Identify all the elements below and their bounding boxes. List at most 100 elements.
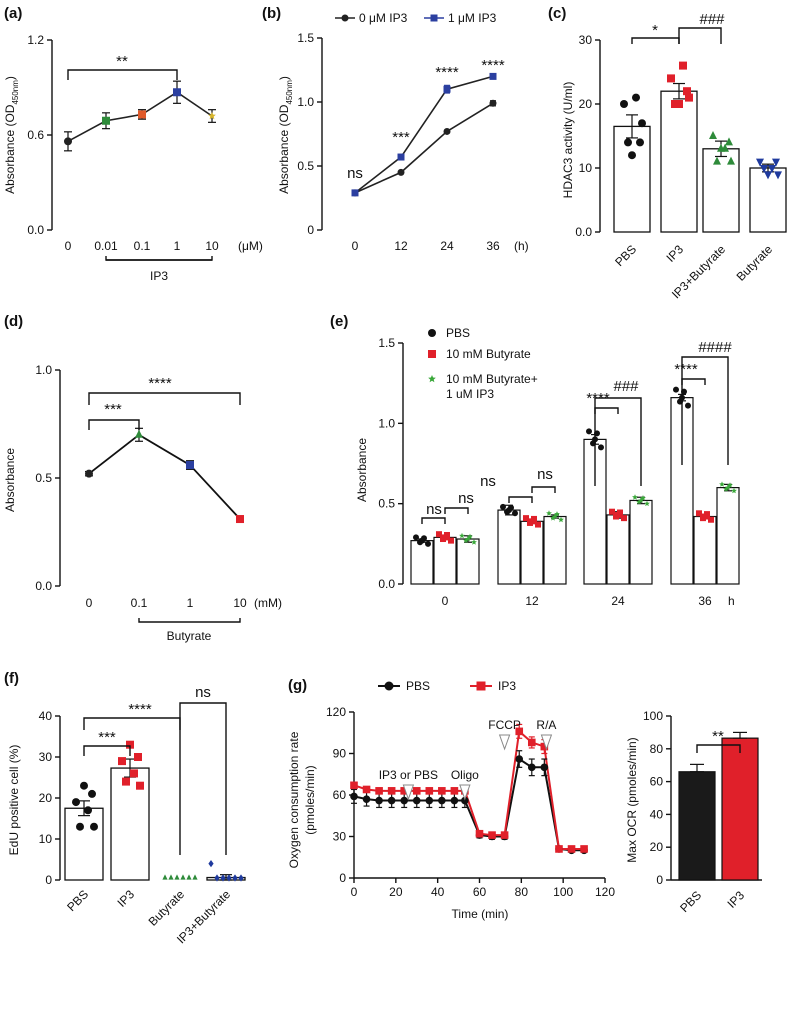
f-point xyxy=(136,781,144,790)
b-point xyxy=(351,189,359,197)
a-ylabel: Absorbance (OD450nm) xyxy=(3,76,20,194)
g-point xyxy=(350,792,358,801)
e-sig: #### xyxy=(698,339,732,356)
g2-bar xyxy=(721,737,759,881)
a-sig: ** xyxy=(116,53,128,70)
a-x-tick-label: 0 xyxy=(65,239,72,253)
e-sig: **** xyxy=(674,361,698,378)
f-point xyxy=(80,781,88,790)
e-sig-bracket xyxy=(681,378,706,385)
e-point xyxy=(459,532,465,539)
b-point xyxy=(397,168,405,176)
c-point xyxy=(764,171,772,180)
g-y-tick-label: 120 xyxy=(326,705,346,719)
g-y-tick-label: 0 xyxy=(339,871,346,885)
e-point xyxy=(546,510,552,516)
g-injection-arrow xyxy=(540,734,553,751)
g-point xyxy=(450,796,459,805)
g-x-tick-label: 120 xyxy=(595,885,615,899)
g-point xyxy=(438,787,446,795)
d-x-tick-label: 0 xyxy=(86,596,93,610)
b-y-tick-label: 0.5 xyxy=(297,159,314,173)
f-point xyxy=(88,789,96,798)
g-x-tick-label: 0 xyxy=(351,885,358,899)
g2-y-tick-label: 100 xyxy=(643,709,663,723)
g-x-tick-label: 20 xyxy=(389,885,403,899)
g-point xyxy=(461,796,469,805)
g-point xyxy=(540,763,549,772)
b-point xyxy=(489,72,497,80)
b-y-tick-label: 1.0 xyxy=(297,95,314,109)
e-y-tick-label: 1.0 xyxy=(378,416,395,430)
a-y-tick-label: 0.0 xyxy=(27,223,44,237)
b-sig: **** xyxy=(435,64,459,81)
g-point xyxy=(350,781,358,790)
panel-label-g: (g) xyxy=(288,677,307,694)
f-x-tick-label: PBS xyxy=(64,887,91,914)
g-injection-arrow xyxy=(459,784,471,801)
e-sig-bracket xyxy=(508,496,533,503)
g-point xyxy=(362,795,371,803)
a-y-tick-label: 1.2 xyxy=(27,33,44,47)
f-point xyxy=(168,874,174,880)
b-series-line xyxy=(354,75,494,194)
a-point xyxy=(102,116,110,125)
d-point xyxy=(236,515,244,524)
a-x-tick-label: 0.1 xyxy=(134,239,151,253)
g-ylabel-2: (pmoles/min) xyxy=(303,765,317,834)
f-y-tick-label: 10 xyxy=(39,832,53,846)
e-point xyxy=(419,537,425,544)
b-y-tick-label: 1.5 xyxy=(297,31,314,45)
e-bar xyxy=(543,515,567,585)
c-point xyxy=(709,131,717,139)
e-point xyxy=(644,500,650,507)
e-point xyxy=(523,515,529,522)
panel-label-d: (d) xyxy=(4,313,23,330)
g2-y-tick-label: 40 xyxy=(650,807,664,821)
f-x-tick-label: Butyrate xyxy=(146,887,188,929)
c-point xyxy=(683,87,691,96)
c-point xyxy=(675,100,683,108)
e-point xyxy=(696,510,702,517)
c-x-tick-label: IP3 xyxy=(663,242,686,265)
b-y-tick-label: 0 xyxy=(307,223,314,237)
c-point xyxy=(624,138,632,147)
g-annotation-label: IP3 or PBS xyxy=(379,768,438,782)
e-point xyxy=(425,540,431,547)
e-x-tick-label: 24 xyxy=(611,594,625,608)
d-x-unit: (mM) xyxy=(254,596,282,610)
e-legend-marker xyxy=(428,375,436,383)
f-point xyxy=(130,769,138,778)
panel-label-c: (c) xyxy=(548,5,566,22)
e-y-tick-label: 0.5 xyxy=(378,497,395,511)
c-point xyxy=(774,171,782,180)
g-point xyxy=(527,763,536,772)
g-point xyxy=(555,845,563,853)
c-sig: ### xyxy=(699,11,725,28)
d-point xyxy=(186,461,194,470)
f-point xyxy=(180,874,186,880)
e-x-unit: h xyxy=(728,594,735,608)
g-point xyxy=(387,796,396,805)
e-point xyxy=(708,516,714,523)
d-group-label: Butyrate xyxy=(167,629,212,643)
f-y-tick-label: 40 xyxy=(39,709,53,723)
d-series-line xyxy=(88,433,241,520)
g2-sig-bracket xyxy=(696,744,741,753)
g2-y-tick-label: 60 xyxy=(650,775,664,789)
c-point xyxy=(685,93,693,102)
e-point xyxy=(558,516,564,523)
g-injection-arrow xyxy=(498,734,511,751)
g-point xyxy=(412,787,421,795)
c-point xyxy=(725,137,733,146)
c-y-tick-label: 30 xyxy=(579,33,593,47)
f-bar xyxy=(64,807,104,881)
g-point xyxy=(475,829,484,838)
e-point xyxy=(552,513,558,519)
b-x-tick-label: 0 xyxy=(352,239,359,253)
e-point xyxy=(442,534,448,541)
e-bar xyxy=(410,540,434,585)
b-x-unit: (h) xyxy=(514,239,529,253)
e-point xyxy=(535,521,541,528)
